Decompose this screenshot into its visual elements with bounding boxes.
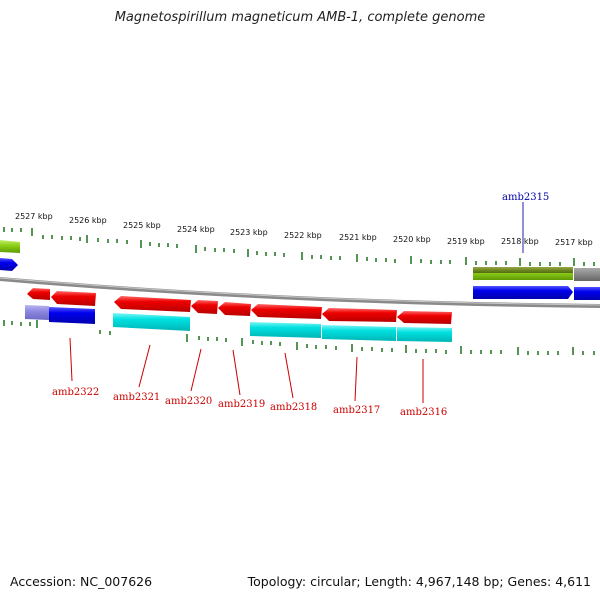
cds-amb2322-part[interactable] xyxy=(27,288,50,300)
inner-tick-ruler xyxy=(3,320,595,355)
left-edge-features[interactable] xyxy=(0,240,20,271)
reverse-gene-feature[interactable] xyxy=(0,240,20,253)
cds-amb2320[interactable] xyxy=(191,300,218,314)
callout-amb2317 xyxy=(354,356,358,402)
kbp-label: 2518 kbp xyxy=(501,237,539,246)
gene-label-amb2319[interactable]: amb2319 xyxy=(218,399,265,410)
reverse-gene-feature-dark[interactable] xyxy=(473,267,573,273)
kbp-label: 2524 kbp xyxy=(177,225,215,234)
forward-cds-track[interactable] xyxy=(27,288,452,324)
kbp-label: 2523 kbp xyxy=(230,228,268,237)
cds-amb2321[interactable] xyxy=(114,296,191,312)
gene-amb2322-part[interactable] xyxy=(25,305,49,320)
genome-backbone-highlight xyxy=(0,277,600,306)
neighbor-gene-feature[interactable] xyxy=(574,268,600,281)
forward-gene-track[interactable] xyxy=(25,305,452,342)
accession-text: Accession: NC_007626 xyxy=(10,574,153,589)
cds-amb2318[interactable] xyxy=(251,304,322,319)
gene-amb2318[interactable] xyxy=(250,322,321,338)
feature-amb2315[interactable] xyxy=(473,267,600,300)
cds-amb2317[interactable] xyxy=(322,308,397,322)
gene-label-amb2315[interactable]: amb2315 xyxy=(502,192,549,203)
cds-amb2316[interactable] xyxy=(397,311,452,324)
kbp-label: 2525 kbp xyxy=(123,221,161,230)
gene-label-amb2320[interactable]: amb2320 xyxy=(165,396,212,407)
reverse-cds-feature[interactable] xyxy=(473,286,573,299)
gene-label-amb2322[interactable]: amb2322 xyxy=(52,387,99,398)
kbp-label: 2526 kbp xyxy=(69,216,107,225)
kbp-label: 2522 kbp xyxy=(284,231,322,240)
kbp-label: 2520 kbp xyxy=(393,235,431,244)
callout-amb2322 xyxy=(69,337,73,382)
gene-label-amb2318[interactable]: amb2318 xyxy=(270,402,317,413)
reverse-cds-feature[interactable] xyxy=(574,287,600,300)
kbp-label: 2527 kbp xyxy=(15,212,53,221)
kbp-label: 2521 kbp xyxy=(339,233,377,242)
genome-backbone xyxy=(0,277,600,308)
gene-amb2317[interactable] xyxy=(322,325,396,341)
kbp-label: 2517 kbp xyxy=(555,238,593,247)
callout-amb2321 xyxy=(138,344,151,388)
reverse-cds-feature[interactable] xyxy=(0,258,18,271)
callout-amb2320 xyxy=(190,348,202,392)
gene-amb2316[interactable] xyxy=(397,327,452,342)
callout-amb2319 xyxy=(232,349,241,396)
callout-amb2318 xyxy=(284,352,294,399)
gene-amb2322[interactable] xyxy=(49,307,95,324)
gene-label-amb2316[interactable]: amb2316 xyxy=(400,407,447,418)
cds-amb2319[interactable] xyxy=(218,302,251,316)
map-title: Magnetospirillum magneticum AMB-1, compl… xyxy=(114,10,486,25)
kbp-label: 2519 kbp xyxy=(447,237,485,246)
gene-label-amb2317[interactable]: amb2317 xyxy=(333,405,380,416)
outer-tick-ruler xyxy=(3,227,595,266)
gene-amb2321[interactable] xyxy=(113,313,190,331)
cds-amb2322[interactable] xyxy=(51,291,96,306)
gene-label-amb2321[interactable]: amb2321 xyxy=(113,392,160,403)
kbp-label-group: 2527 kbp 2526 kbp 2525 kbp 2524 kbp 2523… xyxy=(15,212,593,247)
gene-label-group: amb2315 amb2316 amb2317 amb2318 amb2319 … xyxy=(52,192,549,418)
callout-lines xyxy=(69,202,524,403)
genome-summary-text: Topology: circular; Length: 4,967,148 bp… xyxy=(247,574,591,589)
